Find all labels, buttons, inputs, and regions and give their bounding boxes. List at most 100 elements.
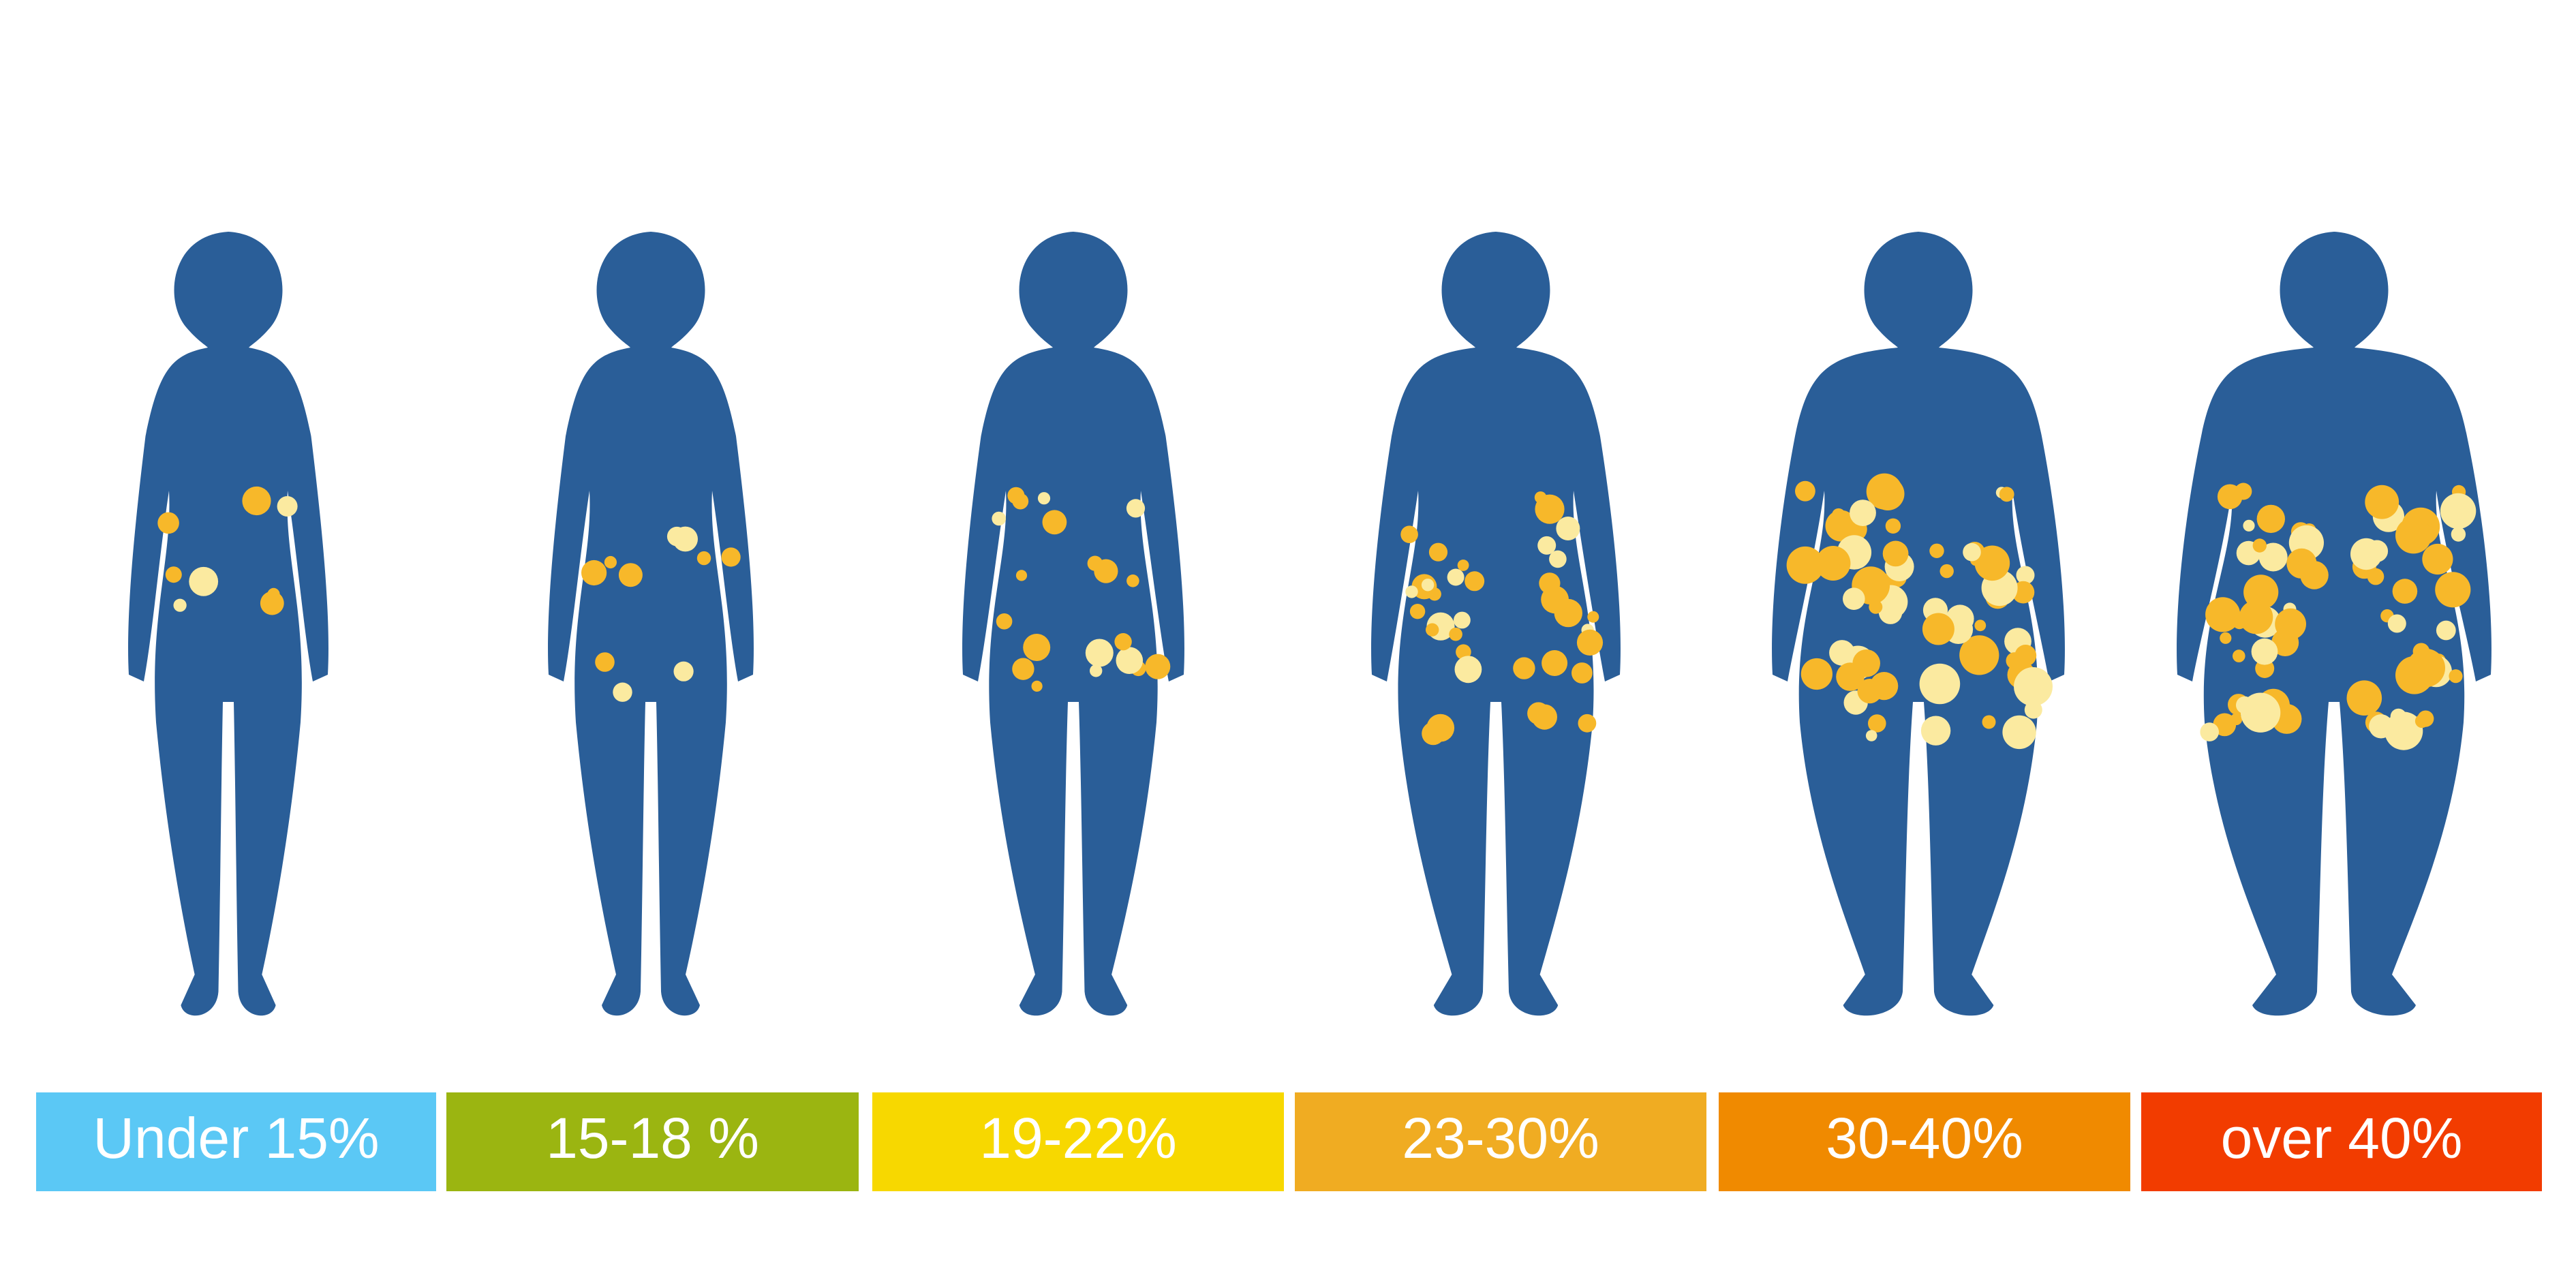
fat-deposit	[2252, 538, 2267, 553]
figures-row	[128, 232, 2491, 1016]
fat-deposit	[157, 512, 179, 534]
fat-deposit	[2440, 493, 2477, 530]
figure-under-15	[128, 232, 328, 1016]
fat-deposit	[2213, 713, 2237, 737]
fat-deposit	[1042, 510, 1067, 535]
category-box-30-40: 30-40%	[1719, 1092, 2130, 1191]
fat-deposit	[1869, 600, 1883, 614]
fat-deposit	[1541, 585, 1569, 614]
fat-deposit	[1449, 627, 1462, 641]
fat-deposits	[157, 486, 298, 615]
fat-deposit	[1023, 634, 1051, 661]
category-legend: Under 15% 15-18 % 19-22% 23-30% 30-40% o…	[36, 1092, 2542, 1191]
fat-deposit	[2392, 579, 2418, 604]
category-box-under-15: Under 15%	[36, 1092, 436, 1191]
fat-deposit	[189, 566, 219, 596]
fat-deposit	[721, 547, 741, 567]
fat-deposit	[1531, 704, 1557, 730]
fat-deposit	[2243, 519, 2255, 532]
fat-deposit	[2406, 648, 2445, 688]
category-label: 19-22%	[979, 1106, 1177, 1170]
fat-deposit	[1031, 680, 1043, 692]
fat-deposit	[1843, 587, 1865, 610]
fat-deposit	[1085, 639, 1114, 667]
fat-deposit	[1786, 546, 1824, 584]
fat-deposit	[2286, 548, 2317, 579]
fat-deposit	[1868, 714, 1886, 733]
fat-deposit	[2006, 652, 2023, 669]
fat-deposit	[2014, 667, 2053, 706]
fat-deposit	[595, 652, 615, 672]
fat-deposit	[581, 559, 607, 586]
body-silhouette	[962, 232, 1184, 1016]
fat-deposit	[2422, 543, 2453, 575]
fat-deposit	[1815, 546, 1851, 581]
fat-deposit	[2240, 692, 2281, 733]
category-box-over-40: over 40%	[2141, 1092, 2542, 1191]
category-label: 23-30%	[1402, 1106, 1599, 1170]
fat-deposit	[1963, 542, 1981, 562]
fat-deposit	[2233, 615, 2247, 630]
fat-deposit	[1795, 480, 1815, 502]
fat-deposit	[2346, 680, 2382, 716]
fat-deposit	[1456, 644, 1471, 660]
fat-deposit	[1447, 568, 1465, 586]
fat-deposit	[1454, 611, 1471, 629]
fat-deposit	[1929, 543, 1944, 558]
fat-deposit	[1587, 611, 1599, 623]
fat-deposit	[2002, 715, 2036, 750]
fat-deposit	[1537, 536, 1557, 555]
fat-deposit	[1454, 656, 1482, 684]
fat-deposit	[992, 511, 1006, 526]
fat-deposit	[2451, 527, 2466, 542]
fat-deposit	[1037, 492, 1051, 505]
category-box-23-30: 23-30%	[1295, 1092, 1706, 1191]
fat-deposits	[1786, 473, 2053, 750]
fat-deposit	[696, 551, 711, 566]
fat-deposit	[1114, 633, 1132, 651]
category-swatch	[1719, 1092, 2130, 1191]
fat-deposit	[2414, 714, 2429, 729]
fat-deposit	[2350, 538, 2382, 570]
category-box-15-18: 15-18 %	[446, 1092, 859, 1191]
body-silhouette	[1772, 232, 2065, 1016]
fat-deposit	[1422, 722, 1445, 746]
figure-over-40	[2177, 232, 2491, 1016]
fat-deposit	[1465, 571, 1485, 592]
fat-deposit	[2367, 568, 2385, 585]
fat-deposits	[992, 487, 1171, 692]
figure-23-30	[1371, 232, 1621, 1016]
fat-deposit	[1974, 545, 2010, 581]
fat-deposit	[1556, 517, 1580, 540]
fat-deposit	[2387, 614, 2406, 633]
fat-deposit	[2233, 649, 2245, 662]
fat-deposit	[2365, 485, 2399, 519]
fat-deposit	[604, 555, 617, 569]
fat-deposit	[673, 661, 694, 681]
fat-deposit	[1865, 730, 1877, 741]
figure-30-40	[1772, 232, 2065, 1016]
fat-deposit	[1825, 510, 1857, 542]
fat-deposit	[165, 566, 182, 583]
fat-deposit	[2395, 517, 2432, 554]
fat-deposit	[1922, 613, 1954, 645]
category-label: over 40%	[2221, 1106, 2463, 1170]
fat-deposit	[1428, 542, 1448, 562]
fat-deposit	[1578, 714, 1597, 733]
category-label: 15-18 %	[546, 1106, 759, 1170]
fat-deposit	[1457, 559, 1469, 571]
fat-deposits	[1400, 491, 1604, 746]
fat-deposit	[1800, 658, 1833, 690]
body-silhouette	[548, 232, 754, 1016]
fat-deposit	[2256, 504, 2285, 534]
fat-deposit	[1012, 658, 1034, 680]
category-swatch	[872, 1092, 1284, 1191]
fat-deposit	[1126, 499, 1146, 518]
fat-deposit	[1015, 570, 1028, 581]
fat-deposit	[2258, 542, 2288, 572]
figure-19-22	[962, 232, 1184, 1016]
fat-deposit	[1571, 662, 1593, 684]
fat-deposit	[2243, 574, 2279, 610]
fat-deposit	[1999, 487, 2014, 502]
